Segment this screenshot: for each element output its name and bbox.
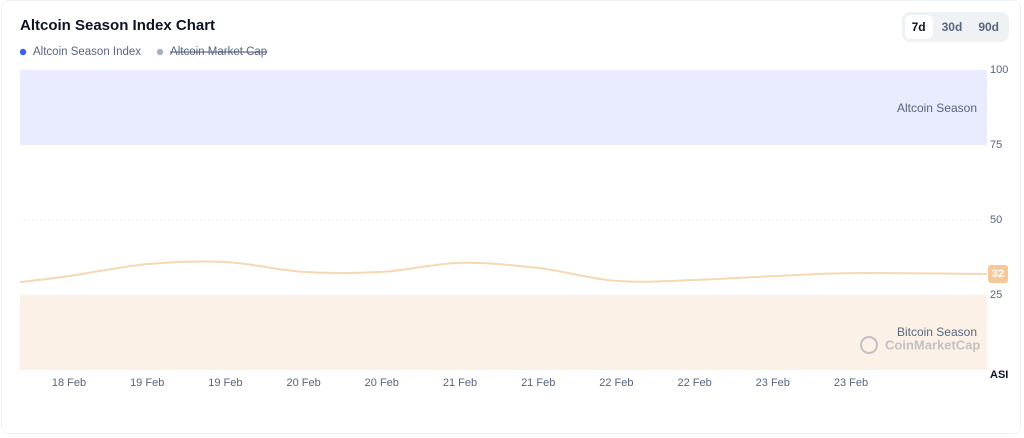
band-label: Bitcoin Season	[897, 325, 977, 339]
x-tick-label: 18 Feb	[52, 377, 86, 389]
y-tick-label: 75	[990, 139, 1002, 151]
range-button[interactable]: 90d	[978, 20, 999, 34]
y-tick-label: 100	[990, 64, 1008, 76]
range-selector: 7d 30d 90d	[901, 12, 1009, 42]
last-value-badge	[988, 265, 1008, 283]
range-button[interactable]: 7d	[904, 15, 933, 39]
x-tick-label: 23 Feb	[756, 377, 790, 389]
band-label: Altcoin Season	[897, 101, 977, 115]
watermark-text: CoinMarketCap	[885, 337, 980, 352]
watermark-logo	[860, 336, 878, 354]
x-tick-label: 21 Feb	[521, 377, 555, 389]
x-tick-label: 23 Feb	[834, 377, 868, 389]
x-tick-label: 22 Feb	[599, 377, 633, 389]
index-line	[19, 260, 988, 284]
last-value-label: 32	[992, 268, 1004, 280]
legend-label: Altcoin Season Index	[33, 46, 141, 58]
range-button[interactable]: 30d	[941, 20, 963, 34]
x-tick-label: 19 Feb	[208, 377, 242, 389]
x-tick-label: 20 Feb	[286, 377, 320, 389]
season-band	[20, 70, 987, 145]
y-tick-label: 25	[990, 289, 1002, 301]
legend-marker	[19, 48, 27, 56]
y-axis-label: ASI	[990, 369, 1008, 381]
watermark: CoinMarketCap	[860, 336, 980, 354]
x-tick-label: 21 Feb	[443, 377, 477, 389]
chart-title: Altcoin Season Index Chart	[20, 17, 215, 34]
x-tick-label: 19 Feb	[130, 377, 164, 389]
x-tick-label: 22 Feb	[677, 377, 711, 389]
y-tick-label: 50	[990, 214, 1002, 226]
season-band	[20, 295, 987, 370]
legend-marker	[156, 48, 164, 56]
x-tick-label: 20 Feb	[365, 377, 399, 389]
